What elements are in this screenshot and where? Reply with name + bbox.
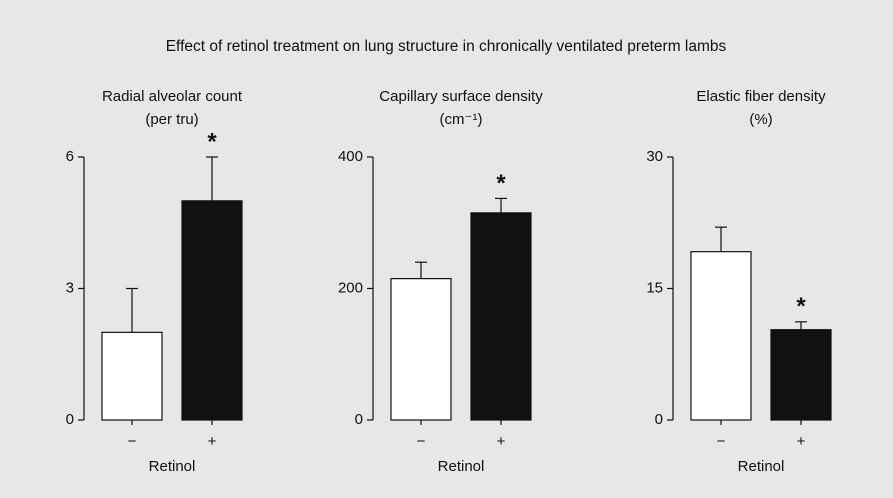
bar bbox=[690, 251, 752, 421]
bar bbox=[181, 200, 243, 421]
significance-marker: * bbox=[496, 170, 506, 197]
figure-title: Effect of retinol treatment on lung stru… bbox=[166, 38, 727, 55]
x-tick-label: − bbox=[717, 433, 726, 450]
significance-marker: * bbox=[796, 293, 806, 320]
x-axis-label: Retinol bbox=[738, 458, 785, 475]
panel-subtitle: (%) bbox=[749, 111, 772, 128]
x-tick-label: − bbox=[128, 433, 137, 450]
panel-subtitle: (per tru) bbox=[145, 111, 198, 128]
x-tick-label: + bbox=[208, 433, 217, 450]
x-axis-label: Retinol bbox=[149, 458, 196, 475]
y-tick-label: 6 bbox=[66, 148, 74, 165]
x-tick-label: − bbox=[417, 433, 426, 450]
x-axis-label: Retinol bbox=[438, 458, 485, 475]
y-tick-label: 400 bbox=[338, 148, 363, 165]
y-tick-label: 15 bbox=[646, 279, 663, 296]
x-tick-label: + bbox=[497, 433, 506, 450]
y-tick-label: 3 bbox=[66, 279, 74, 296]
bar bbox=[770, 329, 832, 421]
x-tick-label: + bbox=[797, 433, 806, 450]
y-tick-label: 30 bbox=[646, 148, 663, 165]
y-tick-label: 200 bbox=[338, 279, 363, 296]
y-tick-label: 0 bbox=[655, 411, 663, 428]
significance-marker: * bbox=[207, 128, 217, 155]
bar bbox=[101, 331, 163, 421]
panel-title: Radial alveolar count bbox=[102, 88, 243, 105]
bar bbox=[470, 212, 532, 421]
panel-title: Elastic fiber density bbox=[696, 88, 826, 105]
panel-subtitle: (cm⁻¹) bbox=[440, 111, 483, 128]
bar bbox=[390, 278, 452, 421]
panel-title: Capillary surface density bbox=[379, 88, 543, 105]
y-tick-label: 0 bbox=[66, 411, 74, 428]
y-tick-label: 0 bbox=[355, 411, 363, 428]
